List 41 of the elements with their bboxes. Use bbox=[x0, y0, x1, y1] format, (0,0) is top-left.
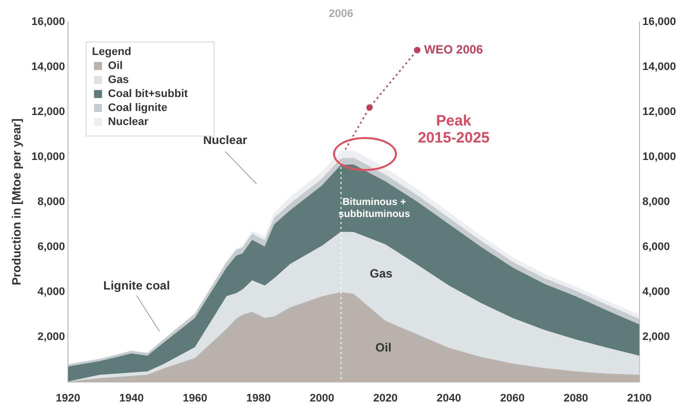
y2-tick-label: 16,000 bbox=[642, 16, 676, 28]
annotation: Gas bbox=[370, 266, 393, 281]
x-tick-label: 2080 bbox=[564, 392, 588, 404]
legend-label: Gas bbox=[108, 74, 129, 86]
y-tick-label: 2,000 bbox=[38, 330, 66, 343]
x-tick-label: 1980 bbox=[246, 392, 271, 404]
y2-tick-label: 8,000 bbox=[642, 196, 670, 208]
annotation: Peak 2015-2025 bbox=[418, 112, 490, 147]
x-tick-label: 1940 bbox=[119, 392, 144, 404]
y2-tick-label: 12,000 bbox=[642, 106, 676, 118]
y-tick-label: 12,000 bbox=[31, 106, 66, 118]
annotation: Oil bbox=[375, 340, 392, 355]
x-tick-label: 2060 bbox=[500, 392, 525, 404]
y-tick-label: 14,000 bbox=[31, 61, 66, 74]
series-label: WEO 2006 bbox=[424, 42, 484, 56]
y-axis-title: Production in [Mtoe per year] bbox=[10, 118, 24, 286]
y2-tick-label: 6,000 bbox=[642, 240, 670, 253]
y-tick-label: 8,000 bbox=[38, 196, 66, 208]
annotation: Lignite coal bbox=[103, 278, 170, 292]
x-tick-label: 1960 bbox=[182, 392, 208, 404]
x-tick-label: 2040 bbox=[436, 392, 462, 404]
y2-tick-label: 4,000 bbox=[642, 286, 670, 298]
y-tick-label: 10,000 bbox=[31, 150, 66, 163]
legend-label: Oil bbox=[108, 60, 123, 72]
y2-tick-label: 2,000 bbox=[642, 330, 670, 343]
y2-tick-label: 14,000 bbox=[642, 61, 676, 74]
legend-title: Legend bbox=[92, 46, 132, 58]
x-tick-label: 2020 bbox=[373, 392, 398, 404]
legend-label: Coal lignite bbox=[108, 102, 168, 114]
y-tick-label: 6,000 bbox=[38, 240, 66, 253]
annotation: Nuclear bbox=[203, 133, 248, 148]
annotation: Bituminous + subbituminous bbox=[338, 197, 411, 220]
x-tick-label: 2100 bbox=[627, 392, 652, 404]
x-tick-label: 2000 bbox=[310, 392, 334, 404]
y2-tick-label: 10,000 bbox=[642, 150, 676, 163]
ref-line-label: 2006 bbox=[328, 8, 354, 20]
y-tick-label: 16,000 bbox=[31, 16, 66, 28]
legend-label: Nuclear bbox=[108, 116, 150, 128]
x-tick-label: 1920 bbox=[56, 392, 80, 404]
y-tick-label: 4,000 bbox=[38, 286, 66, 298]
legend-label: Coal bit+subbit bbox=[108, 88, 188, 100]
